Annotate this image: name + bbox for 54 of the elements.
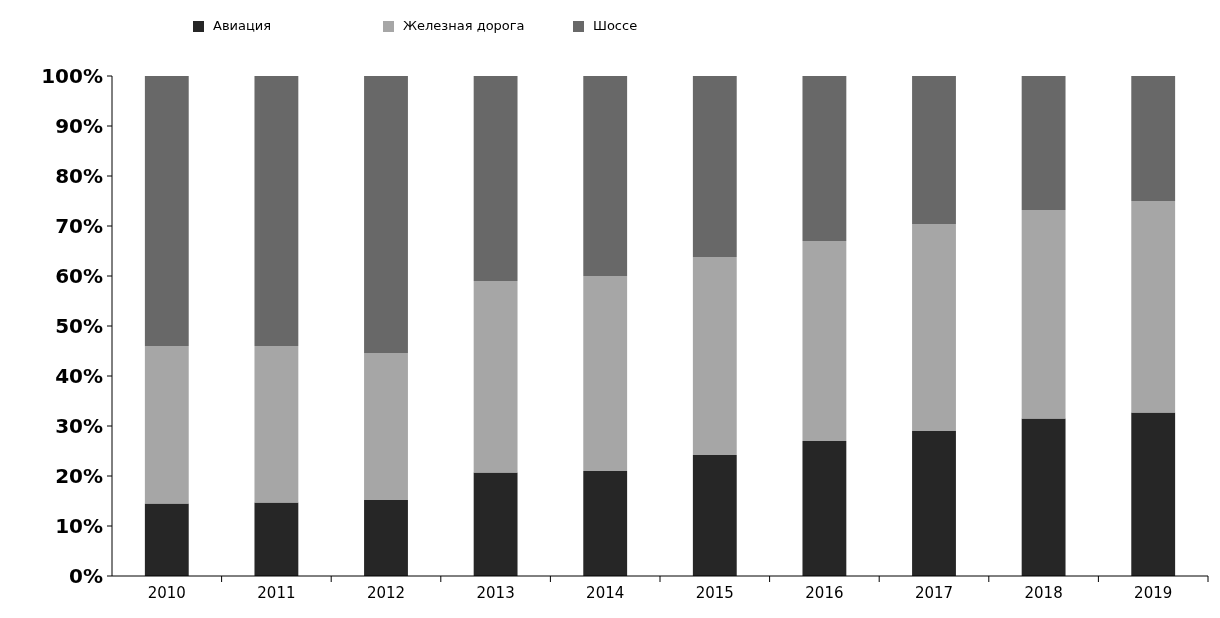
y-tick-label: 40%	[55, 364, 103, 388]
bar	[364, 500, 408, 576]
bar	[692, 455, 737, 576]
y-tick-label: 70%	[55, 214, 103, 238]
bar	[473, 76, 518, 281]
bar	[473, 281, 518, 473]
x-tick-label: 2019	[1134, 584, 1173, 602]
y-tick-label: 10%	[55, 514, 103, 538]
x-tick-label: 2012	[366, 584, 406, 602]
bar	[1131, 201, 1176, 413]
x-tick-label: 2013	[476, 584, 515, 602]
bar	[692, 76, 737, 257]
y-tick-label: 20%	[55, 464, 103, 488]
bar	[1021, 210, 1066, 419]
bar	[473, 472, 518, 576]
bar	[1131, 76, 1176, 201]
legend-label: Железная дорога	[403, 18, 525, 33]
y-tick-label: 90%	[55, 114, 103, 138]
bar	[364, 76, 408, 353]
x-tick-label: 2015	[695, 584, 734, 602]
bar	[583, 471, 628, 576]
bar	[802, 76, 847, 241]
bar	[912, 76, 956, 224]
bar	[583, 276, 628, 471]
x-tick-label: 2011	[257, 584, 296, 602]
x-tick-label: 2017	[914, 584, 954, 602]
bar	[692, 257, 737, 455]
bar	[1021, 418, 1066, 576]
bar	[144, 346, 189, 504]
y-tick-label: 0%	[69, 564, 103, 588]
bar	[1131, 412, 1176, 576]
x-tick-label: 2010	[147, 584, 186, 602]
bar	[802, 441, 847, 576]
y-tick-label: 50%	[55, 314, 103, 338]
bar	[912, 224, 956, 431]
y-tick-label: 30%	[55, 414, 103, 438]
x-tick-label: 2016	[805, 584, 844, 602]
bar	[254, 502, 299, 576]
x-tick-label: 2014	[586, 584, 625, 602]
bar	[254, 76, 299, 346]
bar	[144, 503, 189, 576]
y-tick-label: 80%	[55, 164, 103, 188]
bar	[802, 241, 847, 441]
bar	[1021, 76, 1066, 210]
y-tick-label: 60%	[55, 264, 103, 288]
bar	[912, 431, 956, 576]
bar	[144, 76, 189, 346]
bar	[364, 353, 408, 500]
bar	[254, 346, 299, 503]
y-tick-label: 100%	[41, 64, 103, 88]
legend-label: Шоссе	[593, 18, 638, 33]
legend-label: Авиация	[213, 18, 272, 33]
bar	[583, 76, 628, 276]
x-tick-label: 2018	[1024, 584, 1063, 602]
